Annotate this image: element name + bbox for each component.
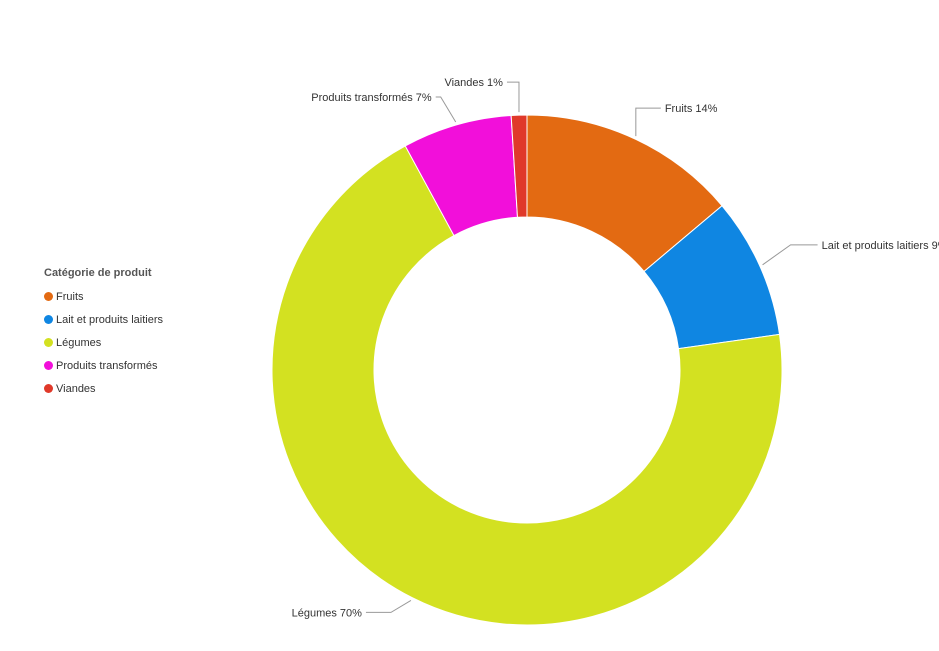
legend-dot-icon: [44, 384, 53, 393]
legend-item-label: Viandes: [56, 382, 96, 395]
donut-slices: [271, 114, 783, 626]
legend-item-label: Produits transformés: [56, 359, 158, 372]
legend-item-produits-transformes[interactable]: Produits transformés: [44, 354, 163, 377]
leader-line-produits-transformes: [435, 96, 457, 123]
legend-item-legumes[interactable]: Légumes: [44, 331, 163, 354]
legend-item-label: Lait et produits laitiers: [56, 313, 163, 326]
legend-dot-icon: [44, 292, 53, 301]
legend-dot-icon: [44, 361, 53, 370]
donut-data-labels: Fruits 14% Lait et produits laitiers 9% Lé…: [292, 77, 939, 619]
data-label-lait-et-produits-laitiers: Lait et produits laitiers 9%: [822, 240, 939, 252]
legend-item-label: Légumes: [56, 336, 102, 349]
data-label-viandes: Viandes 1%: [444, 77, 503, 89]
donut-leader-lines: [365, 81, 818, 613]
legend: Catégorie de produit Fruits Lait et prod…: [44, 267, 163, 400]
leader-line-fruits: [635, 107, 661, 137]
slice-viandes[interactable]: [510, 114, 528, 218]
legend-item-lait[interactable]: Lait et produits laitiers: [44, 308, 163, 331]
leader-line-lait-et-produits-laitiers: [762, 244, 818, 266]
legend-dot-icon: [44, 315, 53, 324]
legend-item-label: Fruits: [56, 290, 84, 303]
data-label-legumes: Légumes 70%: [292, 607, 363, 619]
slice-legumes[interactable]: [271, 145, 783, 626]
data-label-produits-transformes: Produits transformés 7%: [311, 92, 432, 104]
legend-title: Catégorie de produit: [44, 267, 152, 279]
data-label-fruits: Fruits 14%: [665, 103, 718, 115]
legend-dot-icon: [44, 338, 53, 347]
leader-line-viandes: [506, 81, 520, 113]
legend-item-fruits[interactable]: Fruits: [44, 285, 163, 308]
leader-line-legumes: [365, 599, 412, 613]
legend-item-viandes[interactable]: Viandes: [44, 377, 163, 400]
